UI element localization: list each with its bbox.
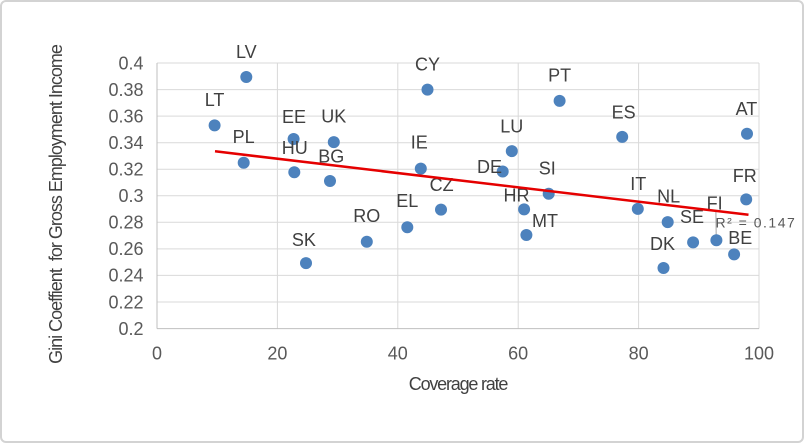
svg-text:FI: FI: [707, 193, 723, 213]
svg-text:RO: RO: [353, 206, 380, 226]
svg-text:80: 80: [629, 343, 649, 363]
svg-text:BG: BG: [318, 147, 344, 167]
svg-text:DE: DE: [477, 157, 502, 177]
svg-text:0.32: 0.32: [108, 160, 143, 180]
svg-text:0.22: 0.22: [108, 292, 143, 312]
svg-text:0.4: 0.4: [118, 53, 143, 73]
svg-text:LT: LT: [205, 90, 225, 110]
svg-text:0: 0: [152, 343, 162, 363]
svg-text:SI: SI: [539, 159, 556, 179]
svg-text:20: 20: [267, 343, 287, 363]
svg-text:SE: SE: [680, 207, 704, 227]
svg-text:DK: DK: [650, 234, 675, 254]
svg-text:HU: HU: [282, 138, 308, 158]
svg-text:EL: EL: [396, 191, 418, 211]
svg-text:60: 60: [508, 343, 528, 363]
svg-text:0.38: 0.38: [108, 80, 143, 100]
svg-text:MT: MT: [532, 211, 558, 231]
svg-text:0.36: 0.36: [108, 106, 143, 126]
svg-text:SK: SK: [292, 230, 316, 250]
svg-text:Coverage rate: Coverage rate: [409, 374, 509, 394]
svg-text:UK: UK: [321, 107, 346, 127]
svg-text:CY: CY: [415, 54, 440, 74]
svg-text:PL: PL: [233, 127, 255, 147]
svg-text:NL: NL: [657, 186, 680, 206]
svg-text:R² = 0.147: R² = 0.147: [716, 214, 797, 230]
svg-text:0.24: 0.24: [108, 266, 143, 286]
svg-text:0.26: 0.26: [108, 239, 143, 259]
svg-text:LV: LV: [236, 42, 257, 62]
svg-text:HR: HR: [504, 186, 530, 206]
svg-text:Gini Coeffient for Gross Empl: Gini Coeffient for Gross Employment Inco…: [46, 44, 66, 364]
svg-text:IE: IE: [411, 132, 428, 152]
svg-text:AT: AT: [736, 99, 758, 119]
svg-text:0.2: 0.2: [118, 319, 143, 339]
svg-text:BE: BE: [728, 228, 752, 248]
svg-text:0.28: 0.28: [108, 213, 143, 233]
svg-text:ES: ES: [612, 103, 636, 123]
svg-text:LU: LU: [500, 116, 523, 136]
svg-text:FR: FR: [733, 166, 757, 186]
svg-text:100: 100: [744, 343, 774, 363]
svg-text:0.3: 0.3: [118, 186, 143, 206]
svg-text:IT: IT: [630, 174, 646, 194]
svg-text:0.34: 0.34: [108, 133, 143, 153]
svg-text:PT: PT: [548, 66, 571, 86]
svg-text:40: 40: [388, 343, 408, 363]
svg-text:EE: EE: [282, 107, 306, 127]
